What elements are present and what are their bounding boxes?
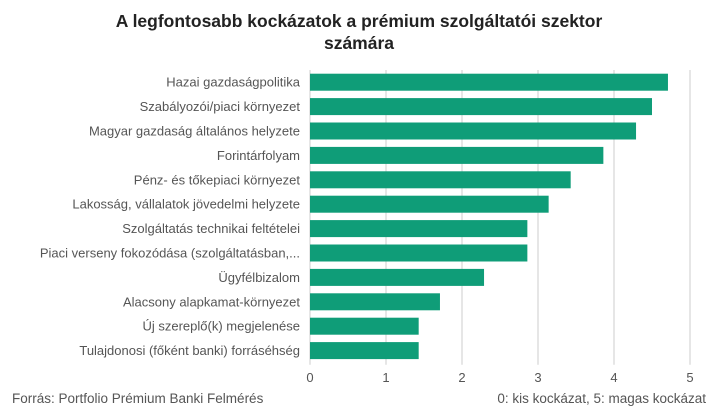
category-label: Tulajdonosi (főként banki) forráséhség <box>79 343 300 358</box>
bar <box>310 220 528 238</box>
bar <box>310 98 652 116</box>
x-tick-label: 4 <box>610 370 617 385</box>
category-label: Ügyfélbizalom <box>218 270 300 285</box>
bar <box>310 146 604 164</box>
x-axis-ticks: 0 1 2 3 4 5 <box>306 370 693 385</box>
category-labels: Hazai gazdaságpolitika Szabályozói/piaci … <box>40 75 301 358</box>
category-label: Hazai gazdaságpolitika <box>166 75 300 90</box>
x-tick-label: 1 <box>382 370 389 385</box>
scale-note: 0: kis kockázat, 5: magas kockázat <box>497 391 706 406</box>
bar <box>310 171 571 189</box>
chart-title: A legfontosabb kockázatok a prémium szol… <box>0 10 718 54</box>
x-tick-label: 3 <box>534 370 541 385</box>
bar <box>310 268 485 286</box>
category-label: Forintárfolyam <box>217 148 300 163</box>
category-label: Szolgáltatás technikai feltételei <box>122 221 300 236</box>
x-tick-label: 5 <box>686 370 693 385</box>
category-label: Alacsony alapkamat-környezet <box>123 294 300 309</box>
bar <box>310 317 419 335</box>
category-label: Lakosság, vállalatok jövedelmi helyzete <box>72 197 300 212</box>
category-label: Új szereplő(k) megjelenése <box>142 319 300 334</box>
source-note: Forrás: Portfolio Prémium Banki Felmérés <box>12 391 264 406</box>
category-label: Pénz- és tőkepiaci környezet <box>134 172 301 187</box>
category-label: Magyar gazdaság általános helyzete <box>89 124 300 139</box>
gridlines <box>309 70 691 365</box>
chart-title-line-1: A legfontosabb kockázatok a prémium szol… <box>115 11 603 31</box>
bar <box>310 122 637 140</box>
bar <box>310 195 549 213</box>
bar <box>310 244 528 262</box>
x-tick-label: 2 <box>458 370 465 385</box>
bar <box>310 293 440 311</box>
x-tick-label: 0 <box>306 370 313 385</box>
category-label: Szabályozói/piaci környezet <box>140 99 301 114</box>
bars <box>310 73 668 360</box>
category-label: Piaci verseny fokozódása (szolgáltatásba… <box>40 246 300 261</box>
chart-title-line-2: számára <box>323 33 395 53</box>
bar <box>310 342 419 360</box>
bar <box>310 73 668 91</box>
